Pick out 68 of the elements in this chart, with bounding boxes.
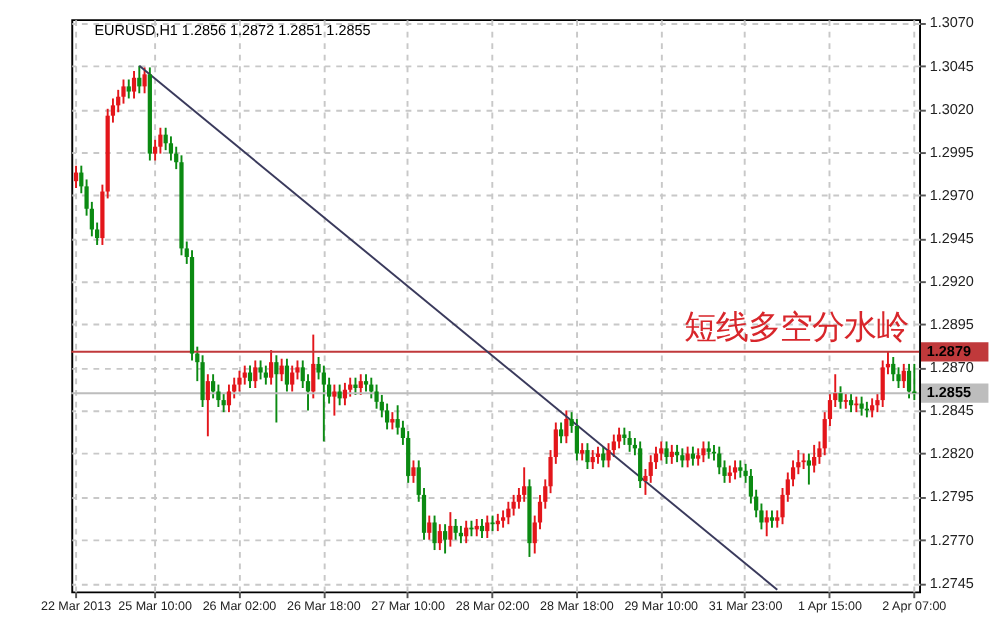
candlestick	[337, 383, 342, 407]
candlestick	[901, 362, 906, 389]
candlestick	[880, 359, 885, 408]
candlestick	[211, 373, 216, 400]
candlestick	[680, 447, 685, 469]
candlestick	[485, 514, 490, 539]
candlestick	[806, 452, 811, 486]
candlestick	[284, 357, 290, 393]
candlestick	[263, 364, 268, 386]
candlestick	[638, 440, 643, 489]
candlestick	[690, 445, 696, 467]
candlestick	[812, 443, 817, 474]
candlestick	[437, 523, 442, 552]
candlestick	[427, 514, 432, 541]
candlestick	[442, 523, 448, 555]
candlestick	[258, 359, 263, 381]
candlestick	[838, 385, 843, 410]
candlestick	[237, 369, 242, 393]
candlestick	[221, 392, 226, 414]
candlestick	[522, 466, 527, 503]
candlestick	[448, 511, 453, 548]
candlestick	[432, 514, 437, 552]
candlestick	[585, 442, 590, 471]
candlestick	[168, 135, 174, 162]
candlestick	[453, 518, 458, 541]
candlestick	[205, 373, 210, 438]
candlestick	[290, 364, 295, 393]
candlestick	[659, 440, 664, 462]
annotation: 短线多空分水岭	[683, 308, 908, 347]
candlestick	[574, 418, 580, 462]
candlestick	[764, 509, 769, 538]
candlestick	[242, 364, 247, 386]
candlestick	[511, 493, 516, 517]
candlestick	[158, 126, 163, 155]
candlestick	[321, 364, 326, 443]
candlestick	[358, 373, 363, 396]
candlestick	[732, 459, 738, 481]
candlestick	[311, 333, 316, 400]
candlestick	[332, 383, 337, 417]
candlestick	[870, 397, 875, 419]
candlestick	[384, 402, 390, 431]
candlestick	[200, 354, 205, 408]
candlestick	[564, 409, 569, 445]
candlestick	[253, 359, 258, 389]
candlestick	[274, 354, 279, 424]
candlestick	[906, 362, 912, 400]
candlestick	[669, 443, 674, 465]
candlestick	[590, 449, 595, 471]
candlestick	[558, 421, 564, 445]
candlestick	[411, 459, 416, 484]
candlestick	[891, 356, 896, 383]
candlestick	[701, 440, 706, 464]
candlestick	[374, 383, 379, 410]
candlestick	[142, 66, 147, 95]
candlestick	[606, 442, 611, 469]
candlestick	[912, 362, 917, 402]
candlestick	[268, 349, 274, 386]
candlestick	[859, 395, 864, 417]
candlestick	[226, 383, 232, 414]
candlestick	[717, 445, 722, 476]
candlestick	[126, 78, 131, 100]
candlestick	[121, 78, 126, 105]
candlestick	[348, 376, 353, 398]
candlestick	[627, 430, 632, 453]
candlestick	[131, 69, 137, 100]
candlestick	[664, 440, 669, 465]
candlestick	[848, 392, 854, 414]
candlestick	[479, 518, 485, 539]
